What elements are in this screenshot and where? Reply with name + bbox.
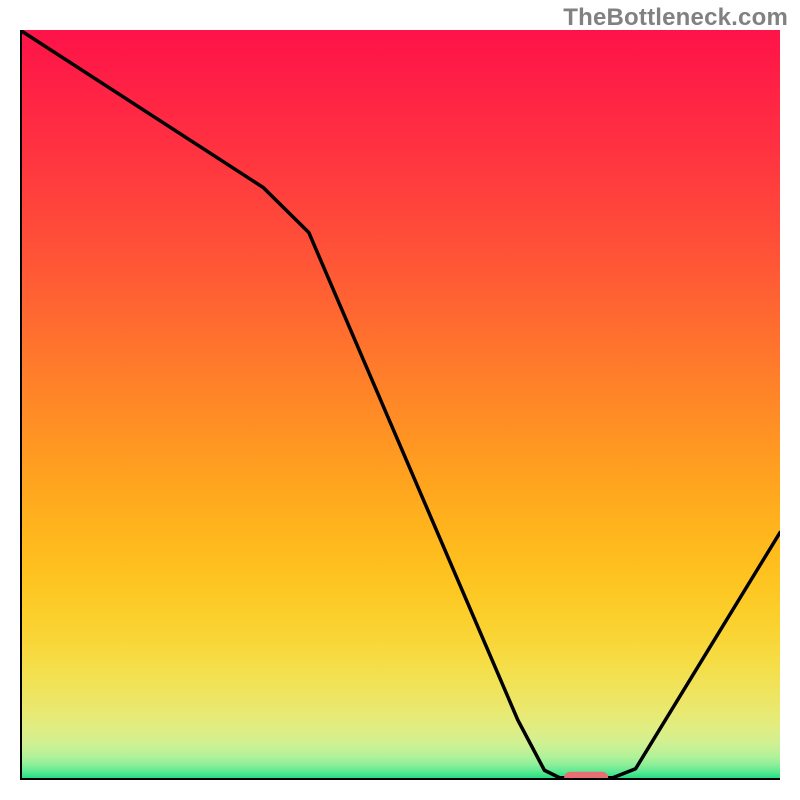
plot-area <box>20 30 780 780</box>
bottleneck-chart <box>20 30 780 780</box>
watermark-text: TheBottleneck.com <box>563 4 788 32</box>
chart-container: TheBottleneck.com <box>0 0 800 800</box>
chart-background <box>20 30 780 780</box>
